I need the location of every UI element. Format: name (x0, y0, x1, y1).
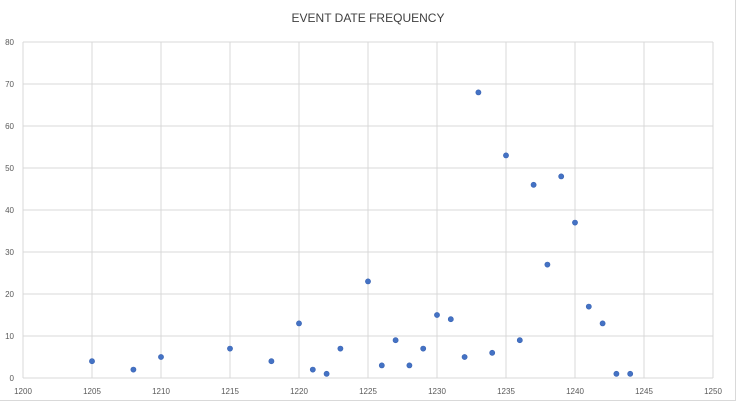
data-point (447, 316, 454, 323)
data-point (503, 152, 509, 159)
data-points (89, 89, 634, 377)
x-tick-label: 1245 (635, 387, 653, 396)
data-point (585, 303, 592, 310)
chart-title: EVENT DATE FREQUENCY (292, 11, 445, 25)
axis-tick-labels: 0 10 20 30 40 50 60 70 80 1200 1205 1210 1215 1220 122… (5, 38, 722, 396)
data-point (461, 354, 468, 360)
data-point (406, 362, 413, 369)
y-tick-label: 60 (5, 122, 14, 131)
data-point (337, 345, 344, 352)
data-point (530, 181, 537, 188)
data-point (130, 366, 137, 373)
y-tick-label: 20 (5, 290, 14, 299)
data-point (627, 370, 634, 377)
data-point (89, 358, 95, 365)
y-tick-label: 70 (5, 80, 14, 89)
x-tick-label: 1240 (566, 387, 584, 396)
data-point (420, 345, 427, 352)
y-tick-label: 50 (5, 164, 14, 173)
data-point (572, 219, 578, 226)
y-tick-label: 80 (5, 38, 14, 47)
data-point (544, 261, 551, 268)
data-point (475, 89, 482, 96)
data-point (599, 320, 606, 327)
data-point (489, 349, 496, 356)
x-tick-label: 1205 (83, 387, 101, 396)
y-tick-label: 40 (5, 206, 14, 215)
y-tick-label: 10 (5, 332, 14, 341)
data-point (323, 370, 330, 377)
data-point (365, 278, 371, 285)
x-tick-label: 1235 (497, 387, 515, 396)
x-tick-label: 1220 (290, 387, 308, 396)
data-point (268, 358, 275, 365)
grid-lines (22, 41, 714, 379)
x-tick-label: 1210 (152, 387, 170, 396)
data-point (158, 354, 164, 360)
y-tick-label: 30 (5, 248, 14, 257)
data-point (309, 366, 316, 373)
data-point (378, 362, 385, 369)
data-point (613, 370, 620, 377)
data-point (296, 320, 302, 327)
x-tick-label: 1230 (428, 387, 446, 396)
x-tick-label: 1200 (14, 387, 32, 396)
data-point (227, 345, 233, 352)
data-point (434, 312, 440, 318)
x-tick-label: 1250 (704, 387, 722, 396)
data-point (558, 173, 565, 180)
y-tick-label: 0 (10, 374, 15, 383)
data-point (516, 337, 523, 344)
x-tick-label: 1215 (221, 387, 239, 396)
data-point (392, 337, 399, 344)
x-tick-label: 1225 (359, 387, 377, 396)
